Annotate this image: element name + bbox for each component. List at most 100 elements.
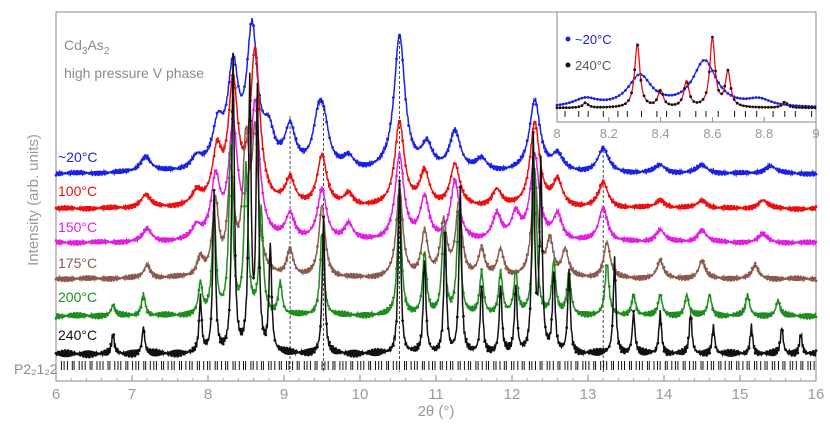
series-point xyxy=(626,236,629,240)
series-point xyxy=(446,187,450,191)
series-point xyxy=(322,104,325,108)
series-point xyxy=(337,273,341,277)
series-point xyxy=(407,211,410,215)
series-point xyxy=(215,201,219,205)
series-point xyxy=(671,352,675,356)
series-point xyxy=(525,253,529,256)
series-point xyxy=(486,262,490,266)
series-point xyxy=(164,351,167,355)
series-point xyxy=(279,142,283,146)
inset-series-point xyxy=(745,104,748,108)
series-point xyxy=(595,191,599,195)
series-point xyxy=(431,225,435,228)
series-point xyxy=(501,292,505,296)
series-point xyxy=(349,153,353,157)
series-point xyxy=(88,240,91,244)
series-point xyxy=(382,308,386,312)
inset-series-point xyxy=(707,70,711,74)
inset-series-point xyxy=(667,102,671,106)
inset-series-point xyxy=(785,102,789,105)
series-point xyxy=(656,163,660,166)
series-point xyxy=(136,352,140,356)
series-point xyxy=(528,231,532,235)
series-point xyxy=(659,200,663,204)
series-point xyxy=(586,274,590,278)
series-point xyxy=(556,295,559,299)
series-point xyxy=(495,187,499,190)
series-point xyxy=(598,269,602,273)
series-point xyxy=(303,353,307,357)
inset-series-point xyxy=(611,105,615,109)
series-point xyxy=(732,349,736,352)
series-point xyxy=(717,350,721,354)
series-point xyxy=(392,166,395,170)
series-point xyxy=(741,275,745,279)
series-point xyxy=(458,185,462,189)
series-point xyxy=(197,288,201,292)
series-point xyxy=(787,352,790,355)
series-point xyxy=(781,168,784,172)
series-point xyxy=(756,267,760,271)
series-point xyxy=(340,310,344,313)
series-point xyxy=(69,242,73,246)
series-point xyxy=(686,336,690,340)
series-point xyxy=(282,266,286,270)
series-point xyxy=(729,204,733,208)
series-point xyxy=(94,316,97,320)
series-point xyxy=(732,170,736,174)
series-point xyxy=(389,182,392,186)
series-point xyxy=(759,272,763,276)
series-point xyxy=(434,301,438,304)
series-point xyxy=(458,180,462,183)
series-point xyxy=(273,136,277,140)
series-point xyxy=(480,268,483,271)
series-point xyxy=(145,346,149,350)
series-point xyxy=(638,238,642,242)
series-point xyxy=(386,137,389,141)
series-point xyxy=(206,181,210,185)
inset-series-point xyxy=(729,87,733,90)
series-point xyxy=(665,270,669,274)
series-point xyxy=(158,201,161,205)
series-point xyxy=(559,152,562,155)
series-point xyxy=(60,315,64,319)
series-point xyxy=(778,204,781,208)
series-point xyxy=(69,170,73,174)
series-point xyxy=(209,172,213,175)
series-point xyxy=(297,193,301,197)
series-point xyxy=(367,276,371,279)
series-point xyxy=(82,208,85,212)
series-point xyxy=(279,224,283,228)
series-point xyxy=(610,263,614,267)
series-point xyxy=(747,207,751,211)
inset-series-point xyxy=(807,106,811,110)
series-point xyxy=(510,336,514,340)
series-point xyxy=(544,305,547,309)
series-point xyxy=(501,327,505,330)
series-point xyxy=(534,126,538,130)
series-point xyxy=(811,278,815,282)
series-point xyxy=(604,185,608,189)
series-point xyxy=(553,150,556,154)
series-point xyxy=(212,124,216,128)
series-point xyxy=(200,286,204,290)
series-point xyxy=(702,163,705,167)
series-point xyxy=(565,197,569,201)
series-point xyxy=(185,272,189,276)
series-point xyxy=(167,353,170,356)
series-point xyxy=(310,226,313,230)
series-point xyxy=(425,239,429,243)
series-point xyxy=(437,345,441,349)
inset-series-point xyxy=(720,92,724,96)
series-point xyxy=(644,277,648,281)
series-point xyxy=(814,315,818,319)
series-point xyxy=(94,207,97,211)
series-point xyxy=(635,204,638,207)
series-point xyxy=(373,198,377,202)
series-point xyxy=(209,317,213,321)
series-point xyxy=(814,349,818,352)
series-point xyxy=(346,191,350,195)
series-point xyxy=(486,201,490,205)
series-point xyxy=(121,311,125,314)
series-point xyxy=(395,320,398,323)
